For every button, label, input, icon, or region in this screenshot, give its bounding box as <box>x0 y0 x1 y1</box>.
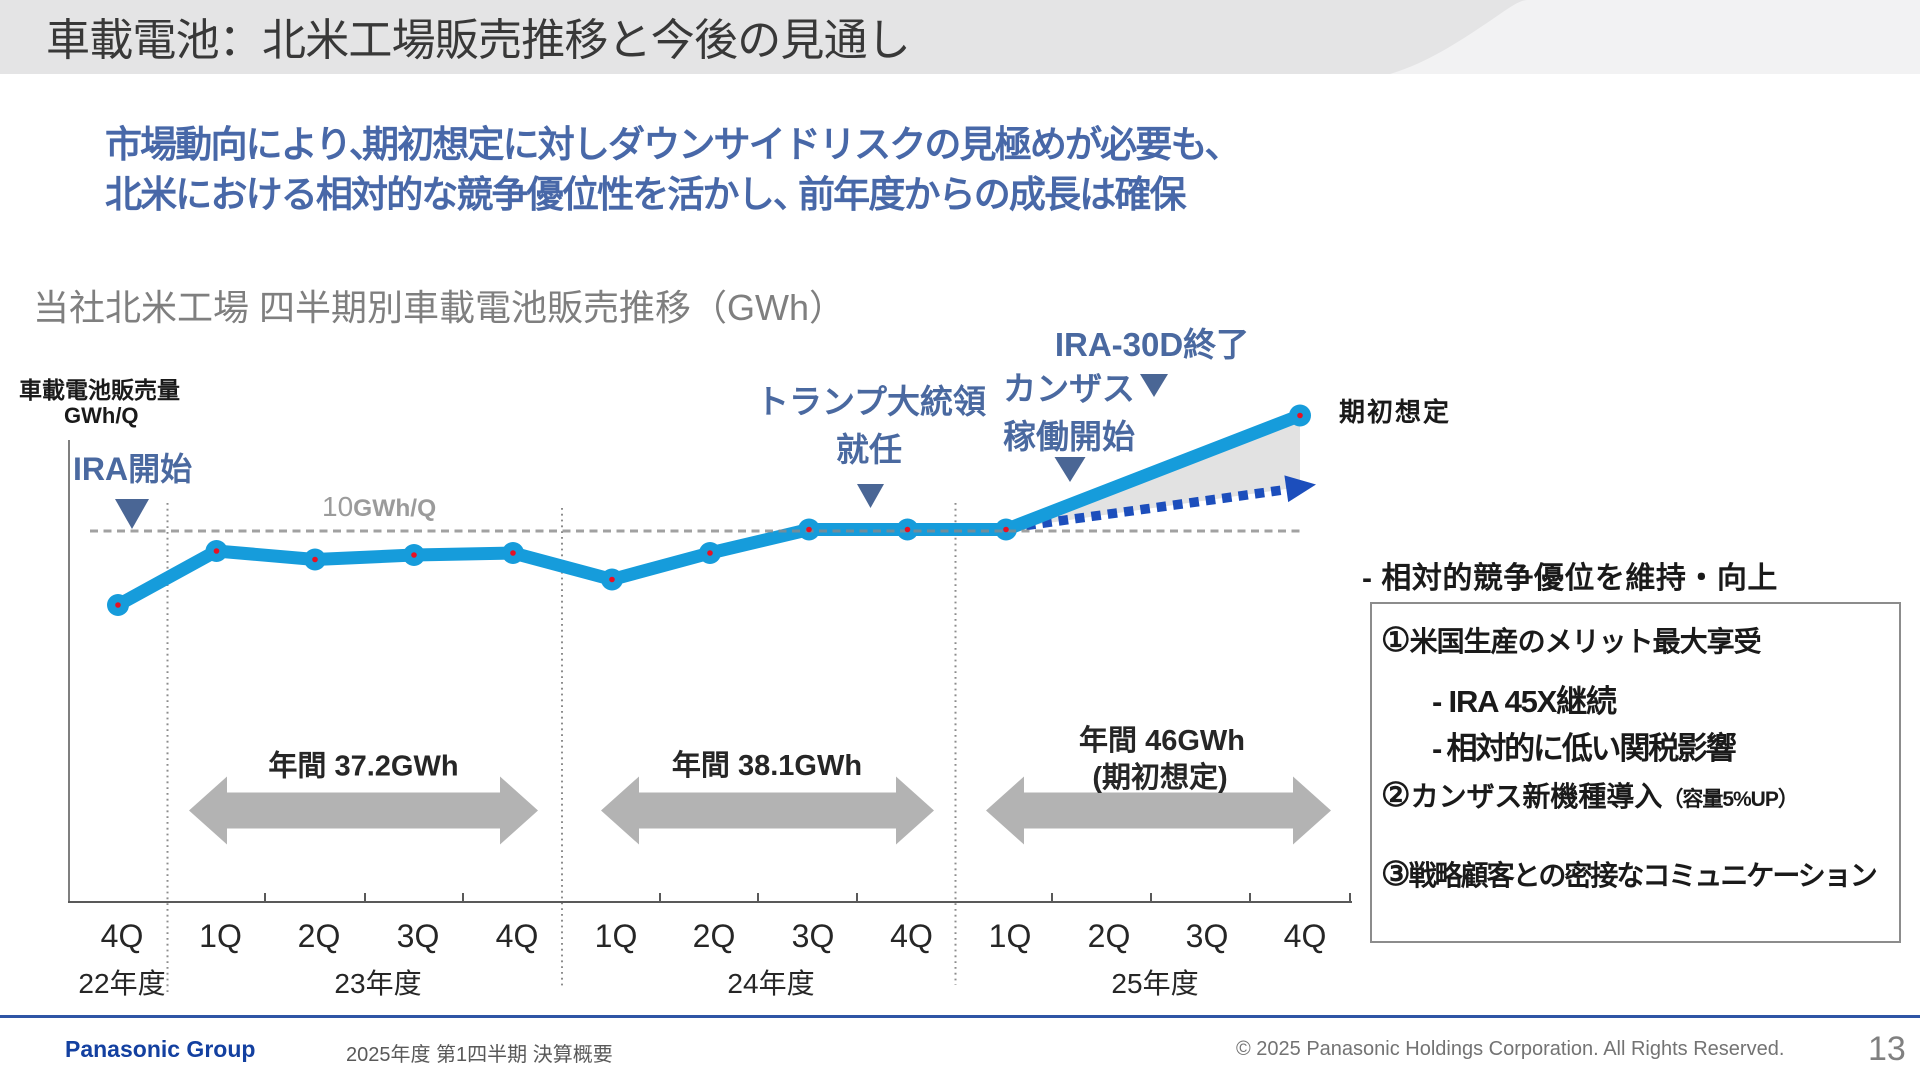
svg-text:年間 46GWh: 年間 46GWh <box>1079 723 1245 757</box>
svg-text:トランプ大統領: トランプ大統領 <box>756 383 986 420</box>
svg-text:期初想定: 期初想定 <box>1339 397 1451 427</box>
svg-text:1Q: 1Q <box>199 918 242 954</box>
svg-text:1Q: 1Q <box>595 918 638 954</box>
svg-text:2Q: 2Q <box>298 918 341 954</box>
svg-text:2Q: 2Q <box>1088 918 1131 954</box>
svg-text:就任: 就任 <box>836 431 902 468</box>
svg-text:稼働開始: 稼働開始 <box>1003 418 1135 455</box>
svg-text:1Q: 1Q <box>989 918 1032 954</box>
svg-text:年間 37.2GWh: 年間 37.2GWh <box>268 749 458 783</box>
svg-text:IRA-30D終了: IRA-30D終了 <box>1055 326 1249 363</box>
svg-text:3Q: 3Q <box>792 918 835 954</box>
svg-text:年間 38.1GWh: 年間 38.1GWh <box>672 748 862 782</box>
svg-text:24年度: 24年度 <box>727 968 814 999</box>
svg-text:IRA開始: IRA開始 <box>73 451 192 487</box>
svg-text:3Q: 3Q <box>397 918 440 954</box>
svg-text:22年度: 22年度 <box>78 968 165 999</box>
svg-text:25年度: 25年度 <box>1111 968 1198 999</box>
svg-text:2Q: 2Q <box>693 918 736 954</box>
svg-text:3Q: 3Q <box>1186 918 1229 954</box>
svg-text:10GWh/Q: 10GWh/Q <box>322 491 436 522</box>
svg-text:カンザス: カンザス <box>1003 370 1135 407</box>
svg-text:4Q: 4Q <box>101 918 144 954</box>
svg-text:(期初想定): (期初想定) <box>1092 760 1227 794</box>
svg-text:23年度: 23年度 <box>334 968 421 999</box>
svg-text:4Q: 4Q <box>496 918 539 954</box>
svg-text:4Q: 4Q <box>890 918 933 954</box>
svg-text:4Q: 4Q <box>1284 918 1327 954</box>
